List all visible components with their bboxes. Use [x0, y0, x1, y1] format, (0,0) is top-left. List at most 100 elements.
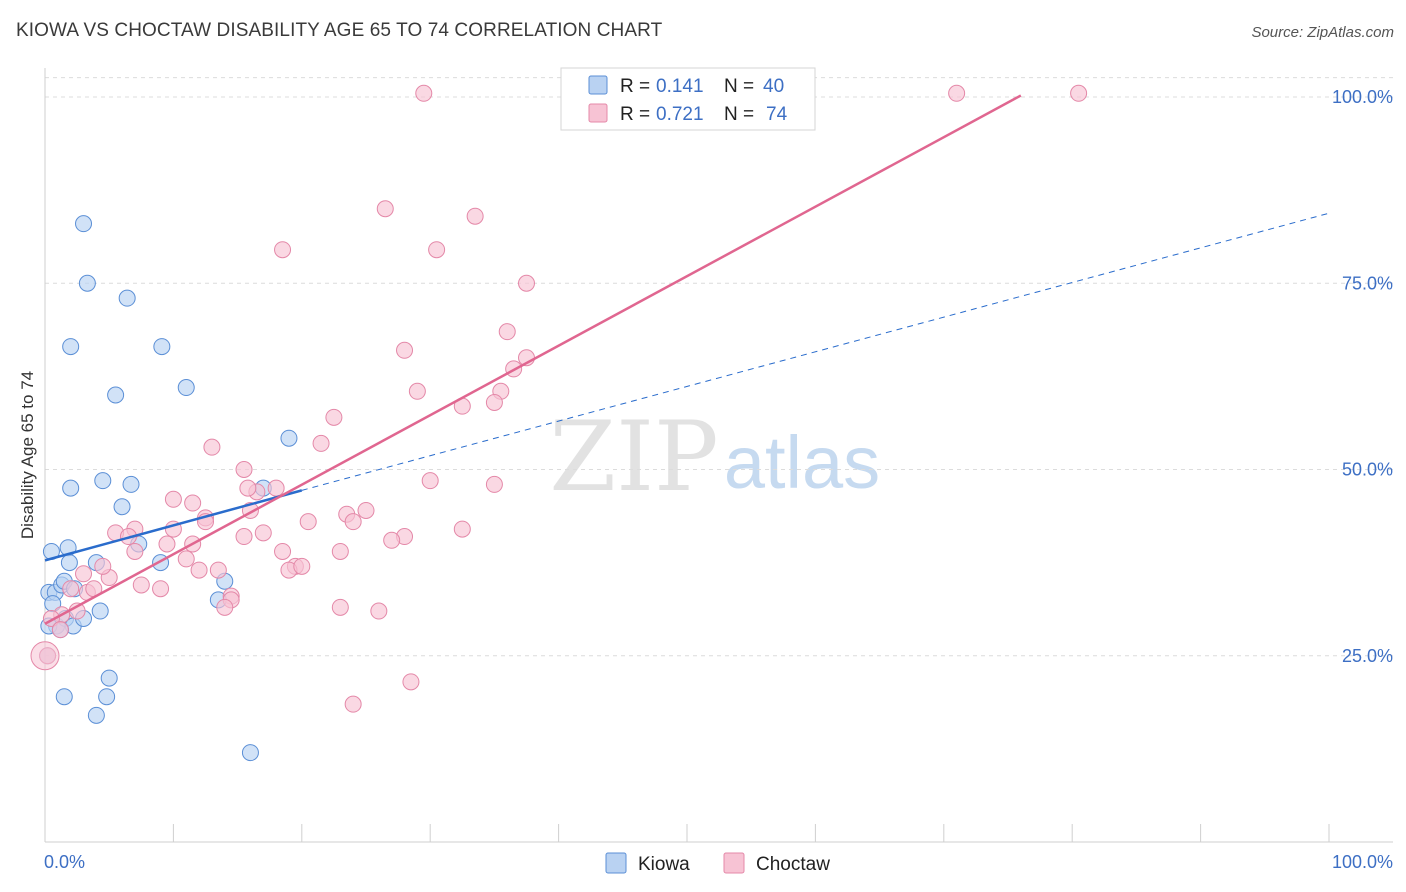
- choctaw-point: [190, 561, 208, 579]
- choctaw-point: [948, 84, 966, 102]
- legend-kiowa-swatch: [605, 852, 627, 874]
- y-tick-label: 75.0%: [1342, 273, 1393, 293]
- y-tick-label: 100.0%: [1332, 87, 1393, 107]
- choctaw-point: [164, 490, 182, 508]
- choctaw-point: [344, 695, 362, 713]
- stats-legend-choctaw-r-value: 0.721: [656, 104, 704, 125]
- kiowa-point: [78, 274, 96, 292]
- y-axis-label: Disability Age 65 to 74: [18, 371, 37, 539]
- choctaw-point: [485, 393, 503, 411]
- choctaw-point: [267, 479, 285, 497]
- axes: [44, 68, 1393, 843]
- x-tick-label-min: 0.0%: [44, 852, 85, 872]
- choctaw-point: [254, 524, 272, 542]
- stats-legend-choctaw-n-label: N =: [724, 104, 754, 125]
- watermark-zip: ZIP: [549, 401, 718, 513]
- choctaw-point: [293, 557, 311, 575]
- stats-legend-kiowa-n-value: 40: [763, 76, 784, 97]
- kiowa-point: [60, 554, 78, 572]
- choctaw-point: [485, 475, 503, 493]
- kiowa-point: [280, 429, 298, 447]
- stats-legend-choctaw-swatch: [588, 103, 608, 123]
- choctaw-point: [325, 408, 343, 426]
- kiowa-point: [122, 475, 140, 493]
- choctaw-point: [370, 602, 388, 620]
- kiowa-point: [98, 688, 116, 706]
- x-ticks: [44, 824, 1330, 842]
- kiowa-trend-line: [44, 489, 303, 562]
- choctaw-point: [274, 241, 292, 259]
- y-tick-label: 25.0%: [1342, 646, 1393, 666]
- kiowa-trend-extension: [301, 212, 1330, 491]
- stats-legend-kiowa-r-label: R =: [620, 76, 650, 97]
- choctaw-point: [402, 673, 420, 691]
- choctaw-point: [331, 598, 349, 616]
- choctaw-point: [132, 576, 150, 594]
- choctaw-point: [235, 528, 253, 546]
- choctaw-point: [216, 598, 234, 616]
- choctaw-point: [396, 341, 414, 359]
- kiowa-point: [91, 602, 109, 620]
- choctaw-point: [158, 535, 176, 553]
- choctaw-point: [312, 434, 330, 452]
- kiowa-point: [62, 338, 80, 356]
- choctaw-point: [331, 542, 349, 560]
- choctaw-point: [357, 501, 375, 519]
- choctaw-trend-line: [44, 94, 1022, 625]
- stats-legend-kiowa-r-value: 0.141: [656, 76, 704, 97]
- choctaw-point: [453, 520, 471, 538]
- x-tick-label-max: 100.0%: [1332, 852, 1393, 872]
- y-tick-label: 50.0%: [1342, 460, 1393, 480]
- choctaw-point: [51, 621, 69, 639]
- kiowa-point: [118, 289, 136, 307]
- choctaw-point: [299, 513, 317, 531]
- chart-title: KIOWA VS CHOCTAW DISABILITY AGE 65 TO 74…: [16, 20, 663, 41]
- gridlines: [45, 77, 1393, 657]
- choctaw-point-large: [30, 641, 60, 671]
- choctaw-point: [274, 542, 292, 560]
- watermark-atlas: atlas: [724, 421, 880, 504]
- legend-choctaw-label: Choctaw: [756, 854, 830, 875]
- stats-legend-choctaw-r-label: R =: [620, 104, 650, 125]
- kiowa-point: [75, 215, 93, 233]
- choctaw-point: [209, 561, 227, 579]
- choctaw-point: [75, 565, 93, 583]
- choctaw-point: [518, 274, 535, 292]
- kiowa-point: [177, 379, 195, 397]
- stats-legend: R = 0.141 N = 40 R = 0.721 N = 74: [560, 67, 816, 131]
- trend-lines: [44, 94, 1330, 625]
- kiowa-point: [100, 669, 118, 687]
- kiowa-point: [62, 479, 80, 497]
- kiowa-point: [113, 498, 131, 516]
- choctaw-point: [126, 542, 144, 560]
- y-tick-labels: 25.0% 50.0% 75.0% 100.0%: [1332, 87, 1393, 666]
- kiowa-point: [107, 386, 125, 404]
- chart-source: Source: ZipAtlas.com: [1251, 24, 1394, 41]
- choctaw-point: [376, 200, 394, 218]
- choctaw-point: [62, 580, 80, 598]
- kiowa-point: [55, 688, 73, 706]
- choctaw-point: [428, 241, 446, 259]
- legend-choctaw-label-swatch: [723, 852, 745, 874]
- stats-legend-kiowa-swatch: [588, 75, 608, 95]
- choctaw-point: [344, 513, 362, 531]
- choctaw-point: [1070, 84, 1088, 102]
- choctaw-point: [498, 323, 516, 341]
- choctaw-point: [421, 472, 439, 490]
- choctaw-point: [383, 531, 401, 549]
- kiowa-point: [153, 338, 171, 356]
- choctaw-point: [184, 494, 202, 512]
- legend-kiowa-label: Kiowa: [638, 854, 690, 875]
- choctaw-point: [177, 550, 195, 568]
- kiowa-point: [87, 706, 105, 724]
- choctaw-point: [466, 207, 484, 225]
- stats-legend-choctaw-n-value: 74: [766, 104, 788, 125]
- choctaw-point: [152, 580, 170, 598]
- choctaw-point: [94, 557, 112, 575]
- choctaw-point: [235, 461, 253, 478]
- kiowa-point: [94, 472, 112, 490]
- choctaw-point: [203, 438, 221, 456]
- stats-legend-kiowa-n-label: N =: [724, 76, 754, 97]
- choctaw-point: [415, 84, 433, 102]
